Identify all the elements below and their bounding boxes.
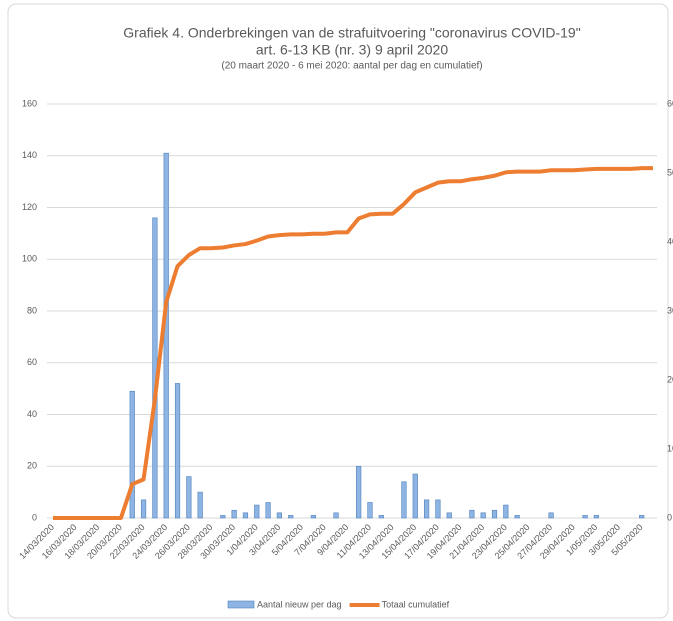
bar xyxy=(276,512,283,519)
bar xyxy=(378,515,384,519)
bar xyxy=(491,509,498,519)
bar xyxy=(242,512,249,519)
legend-label: Totaal cumulatief xyxy=(382,599,450,609)
y-tick-label: 40 xyxy=(27,409,37,419)
bar xyxy=(401,481,407,519)
bar xyxy=(163,152,169,519)
chart-subtitle: (20 maart 2020 - 6 mei 2020: aantal per … xyxy=(221,61,482,72)
y2-tick-label: 500 xyxy=(667,167,673,177)
bar xyxy=(469,509,475,519)
bar xyxy=(514,515,520,519)
bar xyxy=(367,502,373,519)
legend-swatch xyxy=(227,600,255,609)
bar xyxy=(220,515,226,519)
bar xyxy=(446,512,452,519)
bar xyxy=(356,465,362,519)
y2-tick-label: 0 xyxy=(667,512,672,522)
bar xyxy=(503,504,509,519)
y-tick-label: 120 xyxy=(22,202,37,212)
y-tick-label: 20 xyxy=(27,461,37,471)
bar xyxy=(152,217,158,519)
bar xyxy=(129,390,135,519)
bar xyxy=(639,515,645,519)
bar xyxy=(435,499,441,519)
bar xyxy=(548,512,554,519)
bar xyxy=(254,504,260,519)
bar xyxy=(310,515,316,519)
bar xyxy=(412,473,418,519)
bar xyxy=(288,515,294,519)
y2-tick-label: 100 xyxy=(667,443,673,453)
bar xyxy=(265,502,271,519)
y-tick-label: 0 xyxy=(32,512,37,522)
y-tick-label: 140 xyxy=(22,150,37,160)
chart-title: Grafiek 4. Onderbrekingen van de strafui… xyxy=(123,25,580,41)
bar xyxy=(231,509,237,519)
bar xyxy=(140,499,147,519)
line xyxy=(53,166,653,520)
bar xyxy=(582,515,588,519)
bar xyxy=(333,512,339,519)
y-tick-label: 60 xyxy=(27,357,37,367)
bar xyxy=(480,512,486,519)
y-tick-label: 100 xyxy=(22,254,37,264)
bar xyxy=(197,491,203,519)
chart-title: art. 6-13 KB (nr. 3) 9 april 2020 xyxy=(256,42,448,58)
y2-tick-label: 200 xyxy=(667,374,673,384)
y2-tick-label: 400 xyxy=(667,236,673,246)
bar xyxy=(174,383,181,519)
bar xyxy=(186,476,192,519)
bar xyxy=(593,515,599,519)
y2-tick-label: 600 xyxy=(667,98,673,108)
legend-label: Aantal nieuw per dag xyxy=(257,599,342,609)
bar xyxy=(423,499,430,519)
y2-tick-label: 300 xyxy=(667,305,673,315)
y-tick-label: 80 xyxy=(27,305,37,315)
y-tick-label: 160 xyxy=(22,98,37,108)
